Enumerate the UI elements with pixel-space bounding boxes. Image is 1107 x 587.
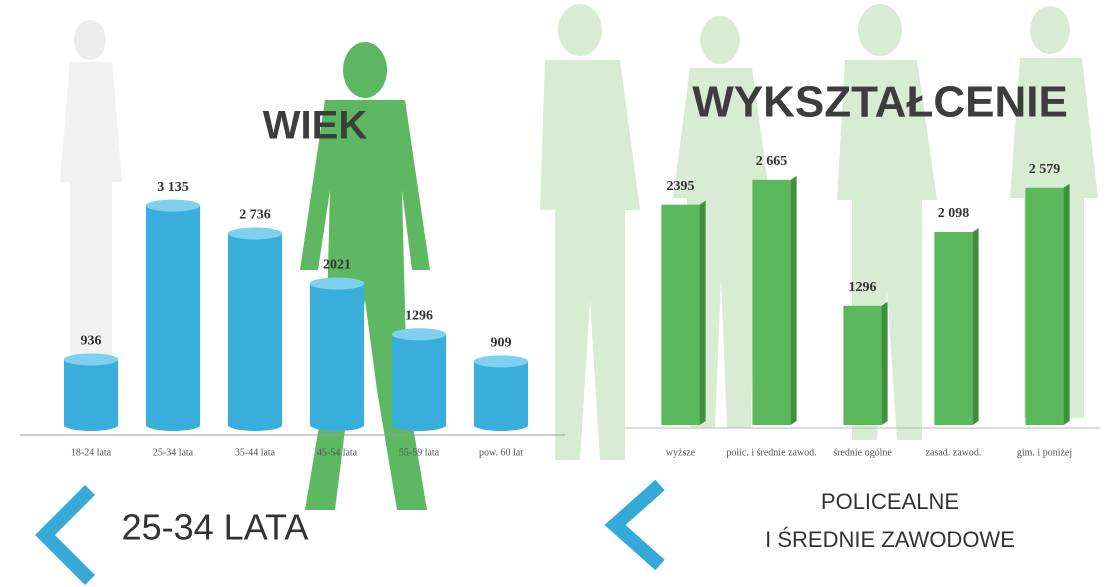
chevron (35, 485, 95, 585)
bar-top (391, 328, 447, 341)
x-tick-label: polic. i średnie zawod. (726, 447, 816, 458)
value-label: 2 579 (1029, 162, 1061, 177)
x-tick-label: gim. i poniżej (1017, 447, 1072, 458)
bar-side (790, 175, 797, 425)
bar (473, 361, 529, 425)
bar-top (227, 227, 283, 240)
bar-side (699, 200, 706, 425)
bar-base (145, 419, 201, 431)
x-tick-label: wyższe (666, 447, 696, 458)
bar-base (309, 419, 365, 431)
x-tick-label: 45-54 lata (317, 447, 358, 458)
bar-side (881, 301, 888, 425)
bar-base (473, 419, 529, 431)
bar-base (227, 419, 283, 431)
value-label: 2021 (323, 258, 351, 273)
bar (661, 204, 700, 425)
bar-top (309, 277, 365, 290)
x-tick-label: zasad. zawod. (926, 447, 982, 458)
bar-side (1063, 183, 1070, 425)
bar (934, 231, 973, 425)
value-label: 2 665 (756, 154, 788, 169)
chevron (604, 479, 665, 571)
bar-base (391, 419, 447, 431)
chart-title: WIEK (263, 104, 368, 148)
value-label: 2 098 (938, 206, 970, 221)
bar-top (63, 353, 119, 366)
value-label: 2 736 (239, 208, 271, 223)
bar (145, 205, 201, 425)
bar-top (145, 199, 201, 212)
chart-title: WYKSZTAŁCENIE (692, 78, 1068, 127)
x-tick-label: pow. 60 lat (479, 447, 523, 458)
value-label: 1296 (849, 280, 877, 295)
value-label: 1296 (405, 308, 433, 323)
highlight-text: 25-34 LATA (122, 507, 309, 548)
x-tick-label: 55-59 lata (399, 447, 440, 458)
value-label: 936 (81, 334, 102, 349)
value-label: 2395 (667, 179, 695, 194)
bar (752, 179, 791, 425)
value-label: 3 135 (157, 180, 189, 195)
bar (1025, 187, 1064, 425)
bar-base (63, 419, 119, 431)
value-label: 909 (491, 336, 512, 351)
bar (843, 305, 882, 425)
x-tick-label: średnie ogólne (833, 447, 892, 458)
bar-side (972, 227, 979, 425)
bar (309, 283, 365, 425)
x-tick-label: 25-34 lata (153, 447, 194, 458)
bar (391, 334, 447, 425)
bar (63, 359, 119, 425)
x-tick-label: 18-24 lata (71, 447, 112, 458)
x-tick-label: 35-44 lata (235, 447, 276, 458)
bar-top (473, 355, 529, 368)
bar (227, 233, 283, 425)
highlight-text: I ŚREDNIE ZAWODOWE (765, 527, 1015, 552)
highlight-text: POLICEALNE (821, 489, 959, 514)
